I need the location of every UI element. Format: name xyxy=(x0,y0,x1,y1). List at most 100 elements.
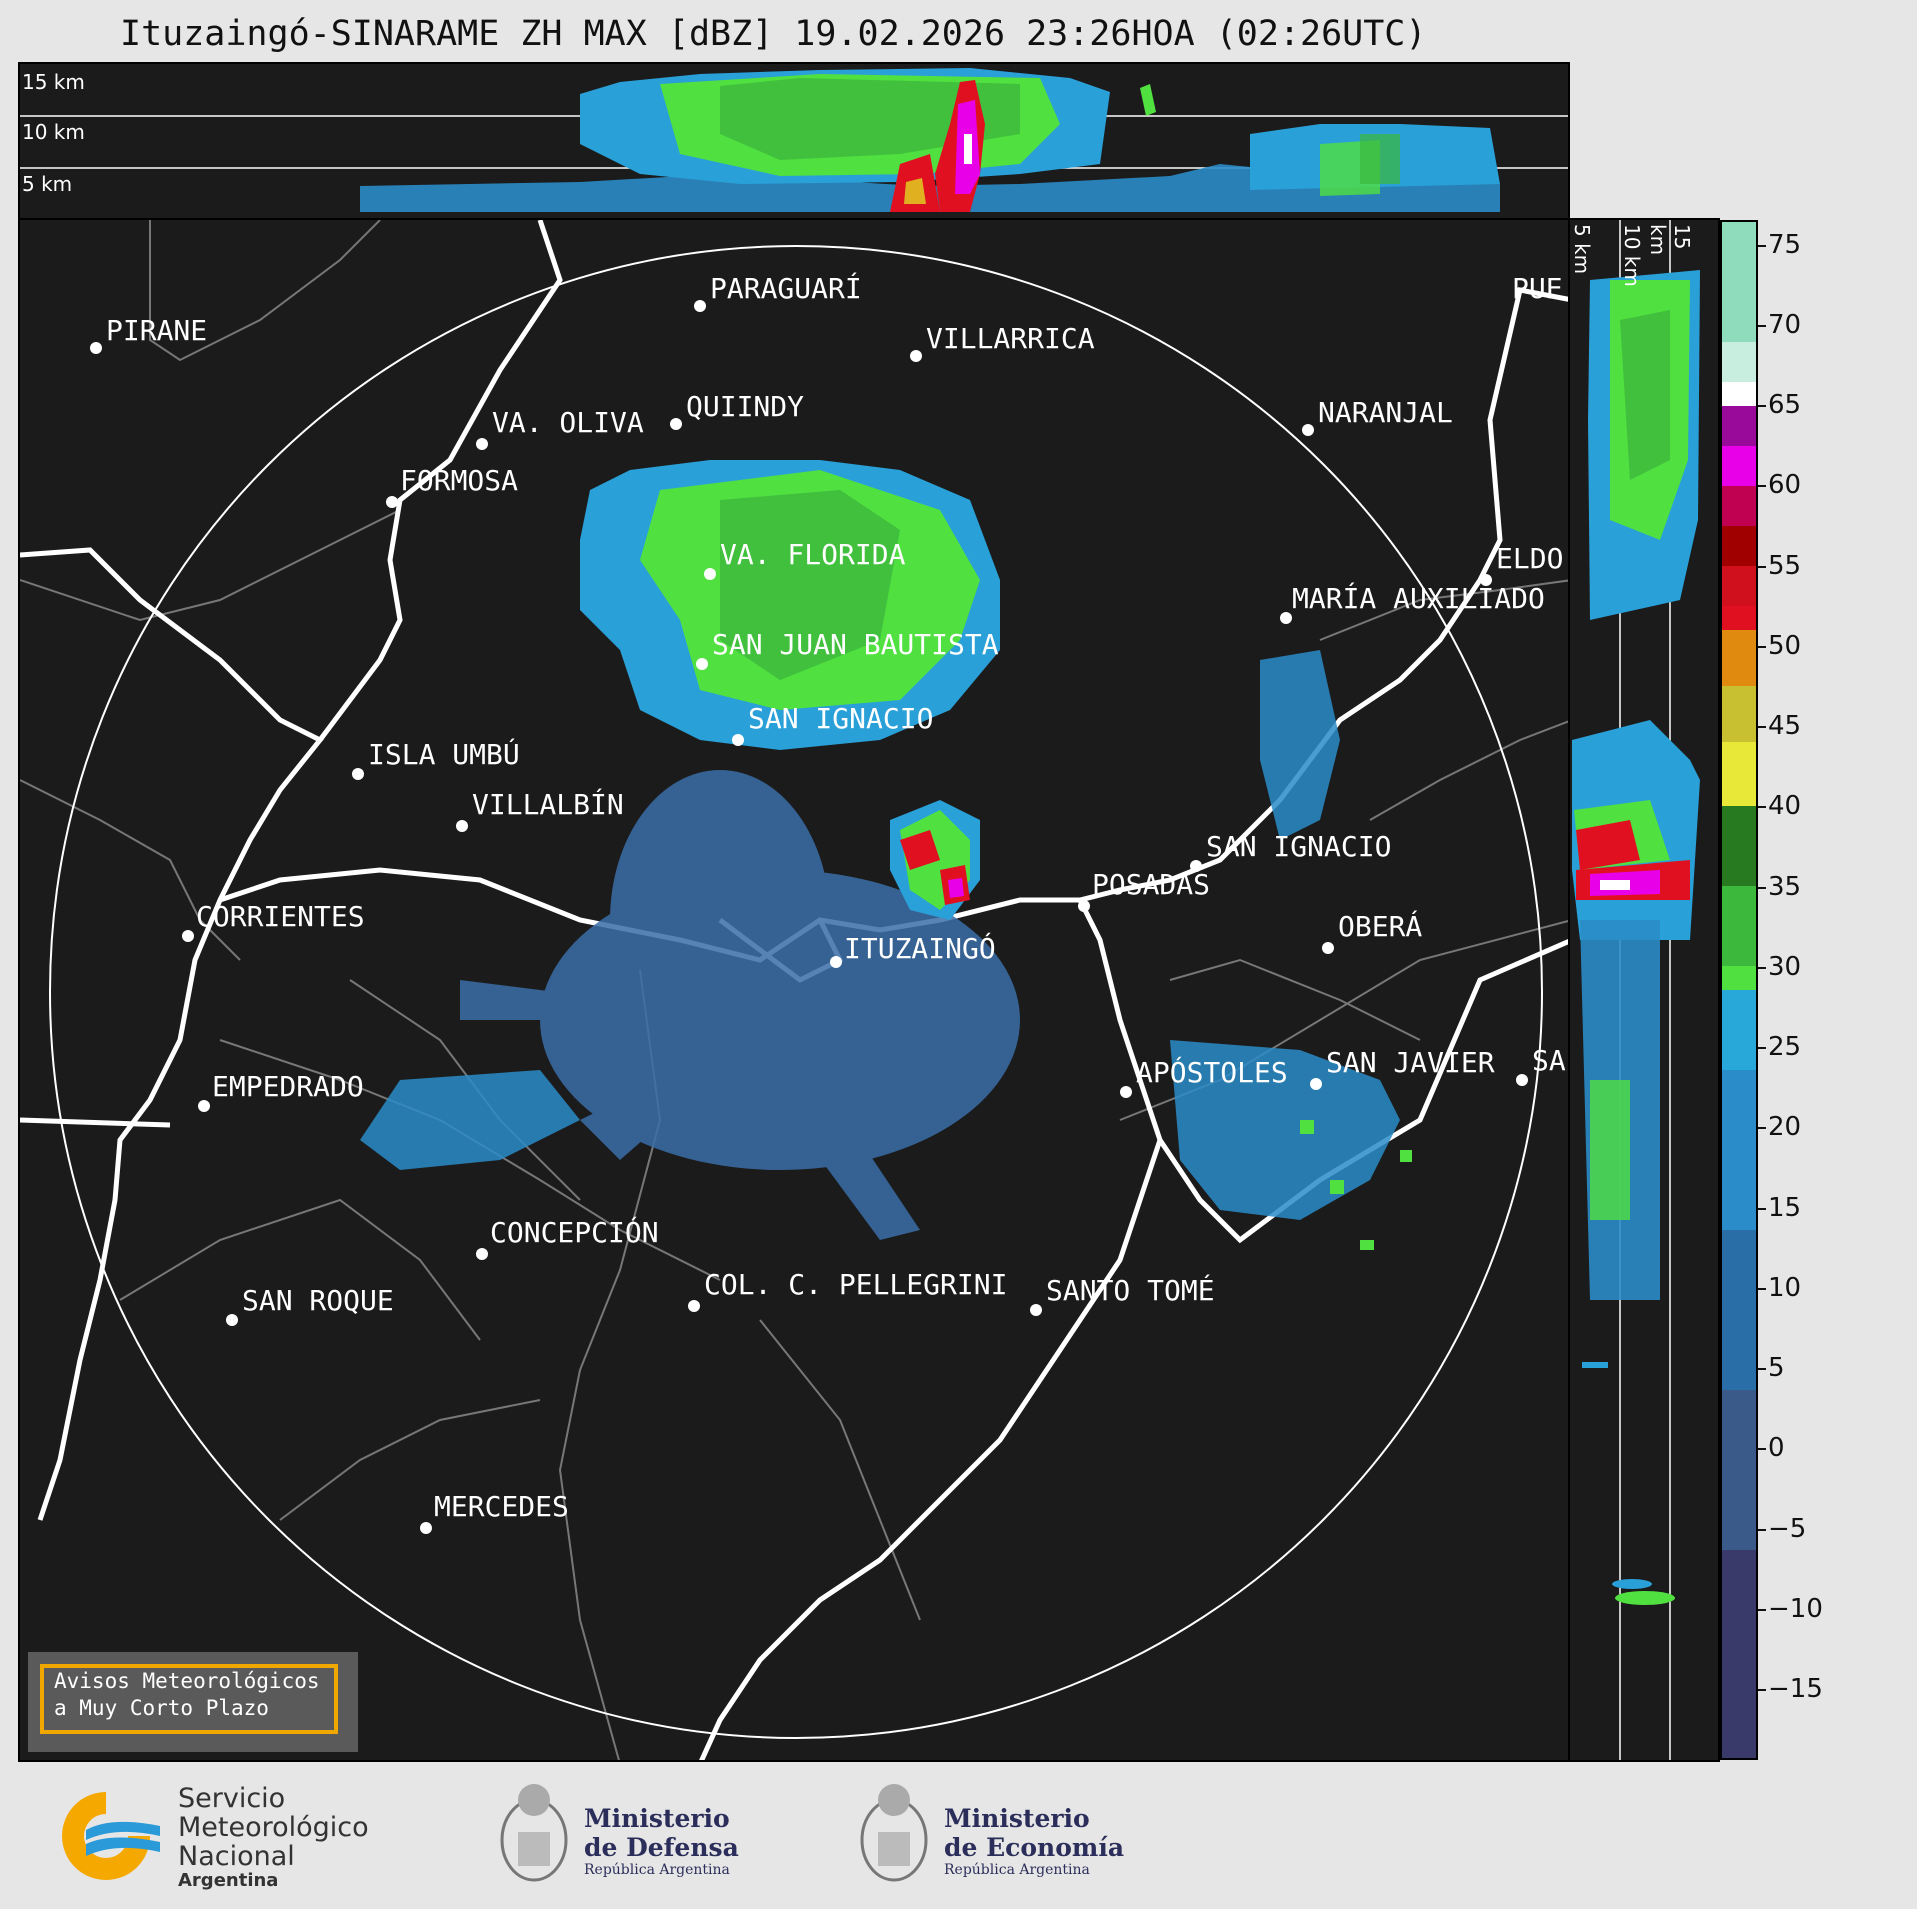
city-dot xyxy=(420,1522,432,1534)
city-dot xyxy=(704,568,716,580)
city-dot xyxy=(90,342,102,354)
city-label-villalbin: VILLALBÍN xyxy=(472,788,624,821)
colorbar-tick-15: 15 xyxy=(1768,1193,1802,1223)
eastern-scattered-echo xyxy=(360,650,1400,1220)
city-label-san-juan-bautista: SAN JUAN BAUTISTA xyxy=(712,628,999,661)
city-label-formosa: FORMOSA xyxy=(400,464,519,497)
coat-of-arms-icon xyxy=(500,1784,568,1882)
city-label-pirane: PIRANE xyxy=(106,314,208,347)
map-title: Ituzaingó-SINARAME ZH MAX [dBZ] 19.02.20… xyxy=(120,14,1427,54)
city-label-mercedes: MERCEDES xyxy=(434,1490,569,1523)
city-dot xyxy=(696,658,708,670)
side-cross-section-echoes xyxy=(1572,220,1700,1760)
defensa-line-2: de Defensa xyxy=(584,1833,739,1862)
colorbar-tick-50: 50 xyxy=(1768,631,1802,661)
coat-of-arms-icon xyxy=(860,1784,928,1882)
city-dot xyxy=(1120,1086,1132,1098)
city-dot xyxy=(1190,860,1202,872)
economia-line-3: República Argentina xyxy=(944,1862,1090,1878)
radar-map-canvas xyxy=(20,220,1568,1760)
city-label-ituzaingo: ITUZAINGÓ xyxy=(844,932,996,965)
eastern-green-spots xyxy=(1300,1120,1412,1250)
city-dot xyxy=(670,418,682,430)
city-label-empedrado: EMPEDRADO xyxy=(212,1070,364,1103)
colorbar-tick-30: 30 xyxy=(1768,952,1802,982)
city-label-paraguari: PARAGUARÍ xyxy=(710,272,862,305)
city-dot xyxy=(910,350,922,362)
city-dot xyxy=(386,496,398,508)
smn-line-1: Servicio xyxy=(178,1783,286,1814)
city-dot xyxy=(1030,1304,1042,1316)
colorbar-tick-5: 5 xyxy=(1768,1353,1785,1383)
city-label-posadas: POSADAS xyxy=(1092,868,1211,901)
dbz-colorbar xyxy=(1720,220,1758,1760)
colorbar-tick-60: 60 xyxy=(1768,470,1802,500)
city-label-eldo: ELDO xyxy=(1496,542,1564,575)
city-dot xyxy=(1310,1078,1322,1090)
city-label-san-ignacio-ar: SAN IGNACIO xyxy=(1206,830,1392,863)
city-dot xyxy=(694,300,706,312)
colorbar-tick-40: 40 xyxy=(1768,791,1802,821)
city-label-quiindy: QUIINDY xyxy=(686,390,805,423)
city-label-col-c-pellegrini: COL. C. PELLEGRINI xyxy=(704,1268,1008,1301)
city-dot xyxy=(688,1300,700,1312)
defensa-line-1: Ministerio xyxy=(584,1804,730,1833)
city-dot xyxy=(226,1314,238,1326)
city-label-sa: SA xyxy=(1532,1044,1566,1077)
radar-range-circle xyxy=(49,245,1543,1739)
city-dot xyxy=(456,820,468,832)
economia-line-2: de Economía xyxy=(944,1833,1125,1862)
city-dot xyxy=(1280,612,1292,624)
convective-cell xyxy=(890,800,980,920)
city-dot xyxy=(476,1248,488,1260)
colorbar-tick-minus15: −15 xyxy=(1768,1674,1823,1704)
side-altitude-label-10km: 10 km xyxy=(1620,224,1644,287)
colorbar-gradient xyxy=(1722,222,1756,1758)
main-radar-map: PIRANE PARAGUARÍ VILLARRICA QUIINDY VA. … xyxy=(18,218,1570,1762)
city-label-san-ignacio-py: SAN IGNACIO xyxy=(748,702,934,735)
smn-line-3: Nacional xyxy=(178,1841,295,1872)
city-label-san-javier: SAN JAVIER xyxy=(1326,1046,1495,1079)
smn-logo-icon xyxy=(62,1792,160,1880)
side-altitude-label-5km: 5 km xyxy=(1570,224,1594,275)
colorbar-tick-20: 20 xyxy=(1768,1112,1802,1142)
colorbar-tick-minus10: −10 xyxy=(1768,1594,1823,1624)
city-dot xyxy=(198,1100,210,1112)
colorbar-tick-75: 75 xyxy=(1768,230,1802,260)
top-altitude-label-10km: 10 km xyxy=(22,120,85,144)
city-label-va-florida: VA. FLORIDA xyxy=(720,538,906,571)
top-altitude-label-15km: 15 km xyxy=(22,70,85,94)
city-label-maria-auxiliado: MARÍA AUXILIADO xyxy=(1292,582,1545,615)
warnings-link-box[interactable]: Avisos Meteorológicos a Muy Corto Plazo xyxy=(28,1652,358,1752)
city-label-villarrica: VILLARRICA xyxy=(926,322,1095,355)
city-label-naranjal: NARANJAL xyxy=(1318,396,1453,429)
warnings-line-2: a Muy Corto Plazo xyxy=(54,1696,269,1720)
colorbar-tick-25: 25 xyxy=(1768,1032,1802,1062)
economia-line-1: Ministerio xyxy=(944,1804,1090,1833)
top-cross-section-panel: 15 km 10 km 5 km xyxy=(18,62,1570,220)
city-dot xyxy=(182,930,194,942)
colorbar-tick-55: 55 xyxy=(1768,551,1802,581)
near-radar-clutter xyxy=(460,770,1020,1240)
colorbar-tick-0: 0 xyxy=(1768,1433,1785,1463)
city-label-va-oliva: VA. OLIVA xyxy=(492,406,644,439)
colorbar-tick-70: 70 xyxy=(1768,310,1802,340)
city-dot xyxy=(732,734,744,746)
northern-storm-echo xyxy=(580,460,1000,750)
city-label-san-roque: SAN ROQUE xyxy=(242,1284,394,1317)
warnings-link-frame[interactable]: Avisos Meteorológicos a Muy Corto Plazo xyxy=(40,1664,338,1734)
city-label-apostoles: APÓSTOLES xyxy=(1136,1056,1288,1089)
colorbar-tick-65: 65 xyxy=(1768,390,1802,420)
colorbar-tick-45: 45 xyxy=(1768,711,1802,741)
city-label-pue: PUE xyxy=(1512,272,1563,305)
side-altitude-label-15km: 15 km xyxy=(1646,224,1694,256)
city-dot xyxy=(476,438,488,450)
city-dot xyxy=(1302,424,1314,436)
top-altitude-label-5km: 5 km xyxy=(22,172,73,196)
city-label-obera: OBERÁ xyxy=(1338,910,1423,943)
defensa-line-3: República Argentina xyxy=(584,1862,730,1878)
city-dot xyxy=(1322,942,1334,954)
smn-line-4: Argentina xyxy=(178,1870,279,1891)
city-dot xyxy=(1078,900,1090,912)
colorbar-tick-minus5: −5 xyxy=(1768,1514,1807,1544)
